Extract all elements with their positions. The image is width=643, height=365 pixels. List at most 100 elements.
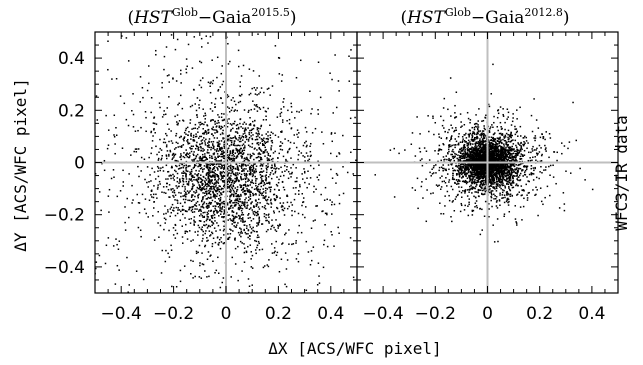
left-data-point: [346, 171, 349, 174]
left-data-point: [219, 149, 222, 151]
left-data-point: [217, 202, 219, 204]
left-data-point: [276, 206, 278, 209]
right-data-point: [463, 160, 466, 162]
left-data-point: [197, 160, 200, 163]
left-data-point: [263, 182, 266, 184]
left-data-point: [251, 175, 254, 178]
left-data-point: [223, 155, 226, 157]
left-data-point: [193, 191, 195, 193]
left-data-point: [222, 138, 224, 140]
left-data-point: [264, 187, 267, 190]
left-data-point: [233, 110, 235, 112]
left-data-point: [223, 147, 226, 149]
left-data-point: [187, 143, 190, 145]
left-data-point: [202, 211, 204, 214]
right-data-point: [541, 133, 543, 135]
left-data-point: [248, 93, 251, 96]
left-data-point: [235, 156, 238, 158]
left-data-point: [197, 146, 200, 149]
left-data-point: [214, 132, 216, 134]
right-data-point: [531, 148, 533, 150]
left-data-point: [236, 172, 239, 174]
right-data-point: [490, 190, 493, 192]
left-data-point: [209, 82, 211, 85]
left-data-point: [256, 133, 259, 135]
left-data-point: [177, 142, 179, 145]
left-data-point: [229, 232, 232, 235]
left-data-point: [187, 183, 190, 186]
right-data-point: [482, 193, 484, 196]
right-data-point: [507, 158, 510, 161]
left-data-point: [114, 143, 116, 145]
left-data-point: [230, 141, 233, 144]
left-data-point: [189, 206, 192, 209]
left-data-point: [207, 168, 210, 171]
right-data-point: [504, 185, 506, 188]
left-data-point: [238, 217, 241, 220]
left-data-point: [260, 178, 263, 180]
right-data-point: [506, 172, 508, 175]
right-data-point: [503, 145, 505, 147]
left-data-point: [200, 181, 203, 183]
left-data-point: [221, 166, 223, 168]
left-data-point: [227, 138, 230, 140]
left-data-point: [257, 213, 259, 215]
left-data-point: [217, 211, 219, 213]
left-data-point: [203, 133, 205, 135]
left-data-point: [253, 86, 256, 89]
left-data-point: [209, 171, 211, 174]
right-data-point: [515, 184, 517, 187]
right-data-point: [428, 130, 430, 133]
left-data-point: [274, 171, 277, 174]
left-data-point: [323, 243, 325, 246]
right-data-point: [483, 174, 485, 176]
left-data-point: [243, 224, 246, 226]
left-data-point: [210, 180, 213, 183]
left-data-point: [355, 218, 357, 220]
left-data-point: [318, 275, 320, 277]
left-data-point: [191, 159, 193, 161]
left-data-point: [140, 170, 142, 172]
right-data-point: [435, 164, 437, 166]
left-data-point: [333, 245, 335, 247]
left-data-point: [177, 160, 179, 163]
left-data-point: [201, 200, 203, 202]
left-data-point: [249, 153, 251, 156]
left-data-point: [209, 35, 212, 38]
left-data-point: [236, 199, 239, 202]
left-data-point: [227, 63, 230, 65]
left-data-point: [237, 149, 239, 152]
left-data-point: [180, 153, 182, 155]
left-data-point: [151, 167, 153, 170]
left-data-point: [249, 216, 251, 219]
left-data-point: [245, 172, 248, 175]
left-data-point: [247, 190, 249, 193]
right-data-point: [494, 141, 497, 143]
left-data-point: [256, 201, 259, 204]
right-data-point: [495, 178, 498, 181]
left-data-point: [290, 157, 292, 159]
right-data-point: [506, 160, 509, 162]
left-data-point: [270, 145, 273, 147]
right-data-point: [501, 197, 503, 199]
left-data-point: [241, 188, 244, 191]
left-data-point: [215, 163, 218, 166]
right-data-point: [506, 199, 508, 201]
left-data-point: [223, 228, 225, 231]
left-data-point: [171, 154, 174, 156]
left-data-point: [167, 170, 170, 173]
right-data-point: [498, 174, 501, 177]
left-data-point: [190, 240, 192, 242]
right-data-point: [489, 126, 492, 128]
left-data-point: [242, 169, 244, 171]
left-data-point: [243, 121, 246, 124]
left-data-point: [226, 125, 229, 128]
left-data-point: [281, 243, 283, 245]
right-data-point: [511, 171, 514, 173]
left-data-point: [194, 103, 196, 105]
left-data-point: [182, 198, 185, 201]
left-data-point: [177, 168, 180, 170]
right-data-point: [505, 191, 508, 194]
left-data-point: [262, 194, 265, 197]
left-data-point: [172, 157, 174, 159]
